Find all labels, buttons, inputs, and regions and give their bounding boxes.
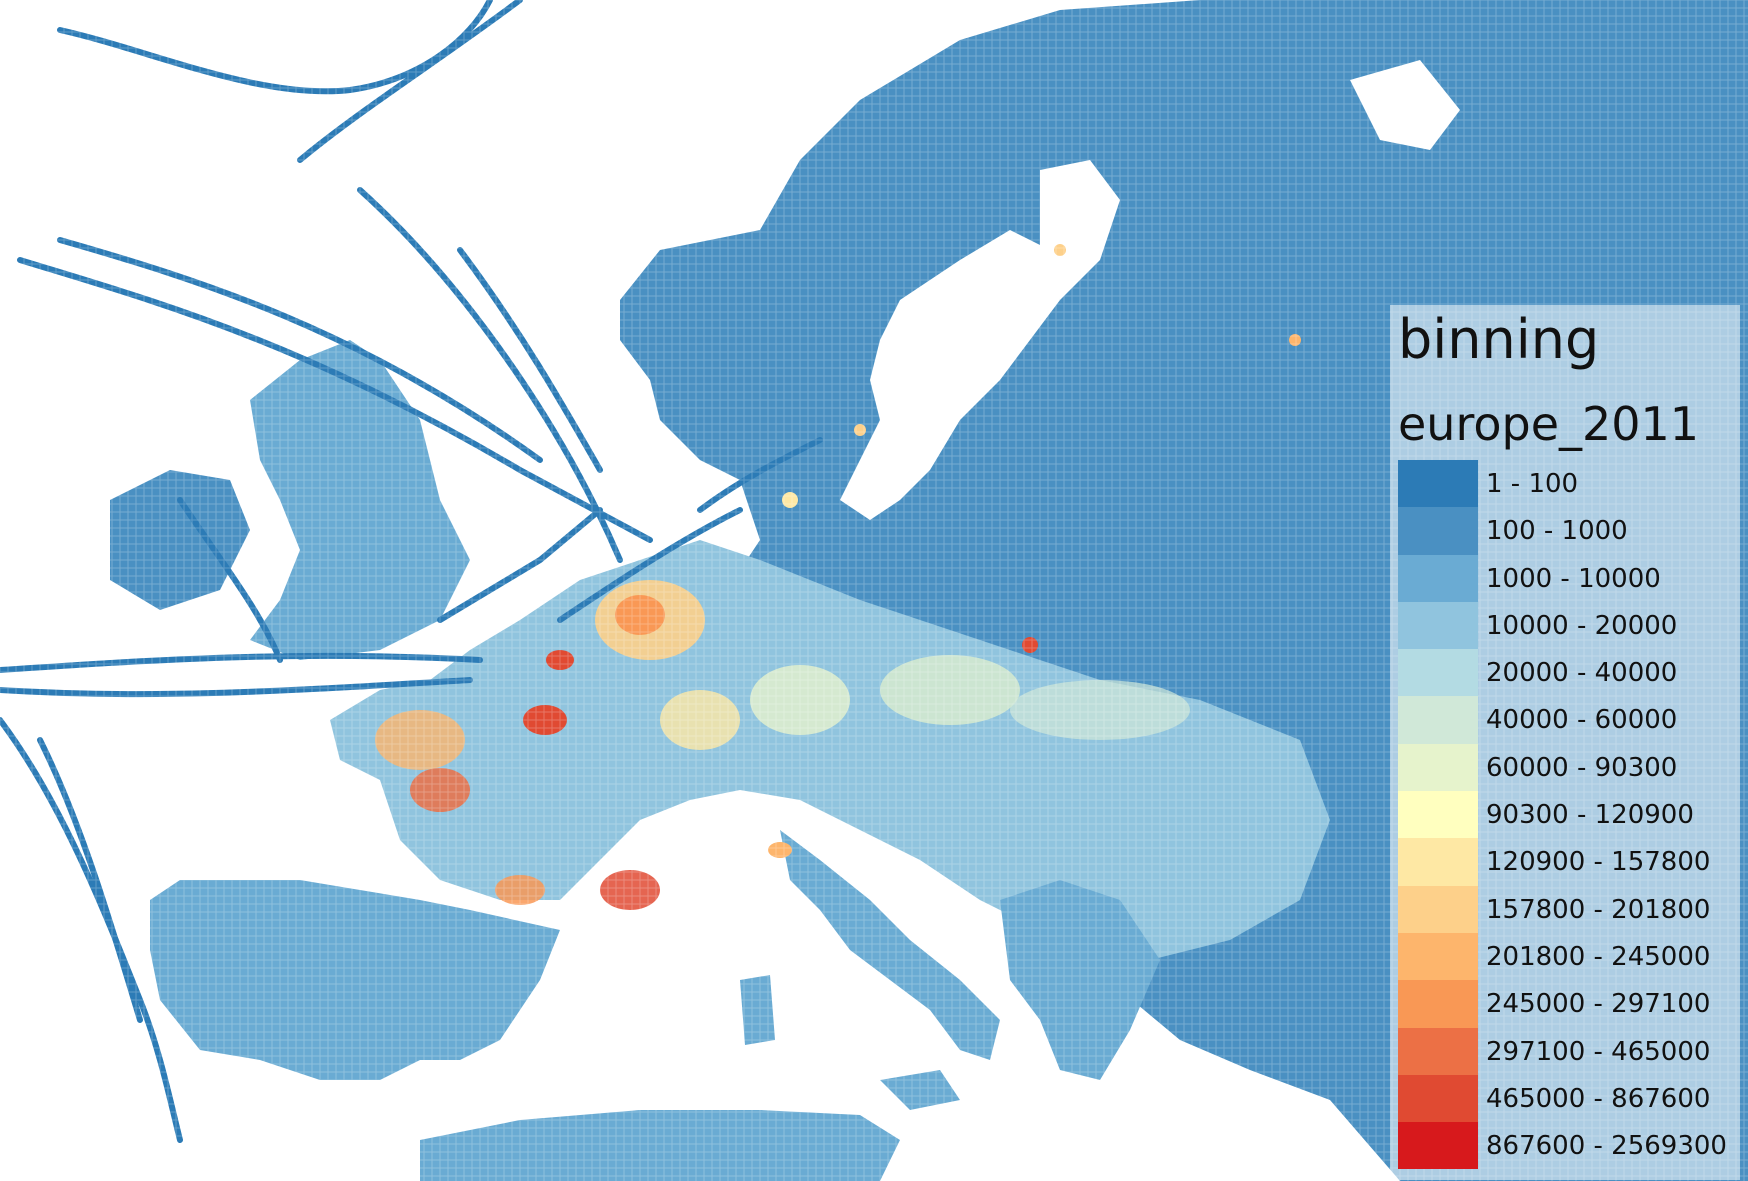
- legend-item: 867600 - 2569300: [1398, 1122, 1738, 1170]
- legend-item: 157800 - 201800: [1398, 885, 1738, 933]
- legend-swatch: [1398, 743, 1478, 792]
- legend-swatch: [1398, 932, 1478, 981]
- legend-swatch: [1398, 460, 1478, 508]
- legend-label: 120900 - 157800: [1486, 847, 1711, 878]
- legend-item: 40000 - 60000: [1398, 696, 1738, 744]
- legend-item: 60000 - 90300: [1398, 743, 1738, 792]
- legend-label: 60000 - 90300: [1486, 752, 1678, 783]
- legend-label: 297100 - 465000: [1486, 1036, 1711, 1067]
- legend-swatch: [1398, 1122, 1478, 1170]
- legend-label: 100 - 1000: [1486, 516, 1628, 547]
- legend-item: 10000 - 20000: [1398, 601, 1738, 650]
- legend-item: 465000 - 867600: [1398, 1074, 1738, 1123]
- legend-label: 465000 - 867600: [1486, 1083, 1711, 1114]
- legend-title: binning: [1398, 308, 1600, 371]
- legend-swatch: [1398, 554, 1478, 602]
- legend-label: 40000 - 60000: [1486, 705, 1678, 736]
- legend-label: 90300 - 120900: [1486, 800, 1694, 831]
- legend-items: 1 - 100 100 - 1000 1000 - 10000 10000 - 200…: [1398, 460, 1738, 1170]
- legend-item: 100 - 1000: [1398, 507, 1738, 555]
- legend-item: 297100 - 465000: [1398, 1027, 1738, 1075]
- legend-swatch: [1398, 885, 1478, 933]
- legend-item: 120900 - 157800: [1398, 838, 1738, 886]
- legend-label: 867600 - 2569300: [1486, 1131, 1727, 1162]
- legend-swatch: [1398, 980, 1478, 1028]
- legend-subtitle: europe_2011: [1398, 397, 1700, 451]
- legend-swatch: [1398, 1074, 1478, 1123]
- map-legend: binning europe_2011 1 - 100 100 - 1000 100…: [1390, 305, 1740, 1180]
- legend-label: 201800 - 245000: [1486, 941, 1711, 972]
- legend-swatch: [1398, 649, 1478, 697]
- legend-swatch: [1398, 601, 1478, 650]
- legend-label: 1 - 100: [1486, 469, 1579, 499]
- legend-label: 1000 - 10000: [1486, 563, 1661, 594]
- legend-item: 201800 - 245000: [1398, 932, 1738, 981]
- legend-item: 90300 - 120900: [1398, 791, 1738, 839]
- legend-swatch: [1398, 838, 1478, 886]
- legend-swatch: [1398, 791, 1478, 839]
- legend-item: 20000 - 40000: [1398, 649, 1738, 697]
- legend-swatch: [1398, 696, 1478, 744]
- legend-swatch: [1398, 1027, 1478, 1075]
- legend-label: 10000 - 20000: [1486, 610, 1678, 641]
- legend-item: 1000 - 10000: [1398, 554, 1738, 602]
- legend-label: 245000 - 297100: [1486, 989, 1711, 1020]
- legend-swatch: [1398, 507, 1478, 555]
- legend-label: 157800 - 201800: [1486, 894, 1711, 925]
- legend-item: 245000 - 297100: [1398, 980, 1738, 1028]
- legend-label: 20000 - 40000: [1486, 658, 1678, 689]
- legend-item: 1 - 100: [1398, 460, 1738, 508]
